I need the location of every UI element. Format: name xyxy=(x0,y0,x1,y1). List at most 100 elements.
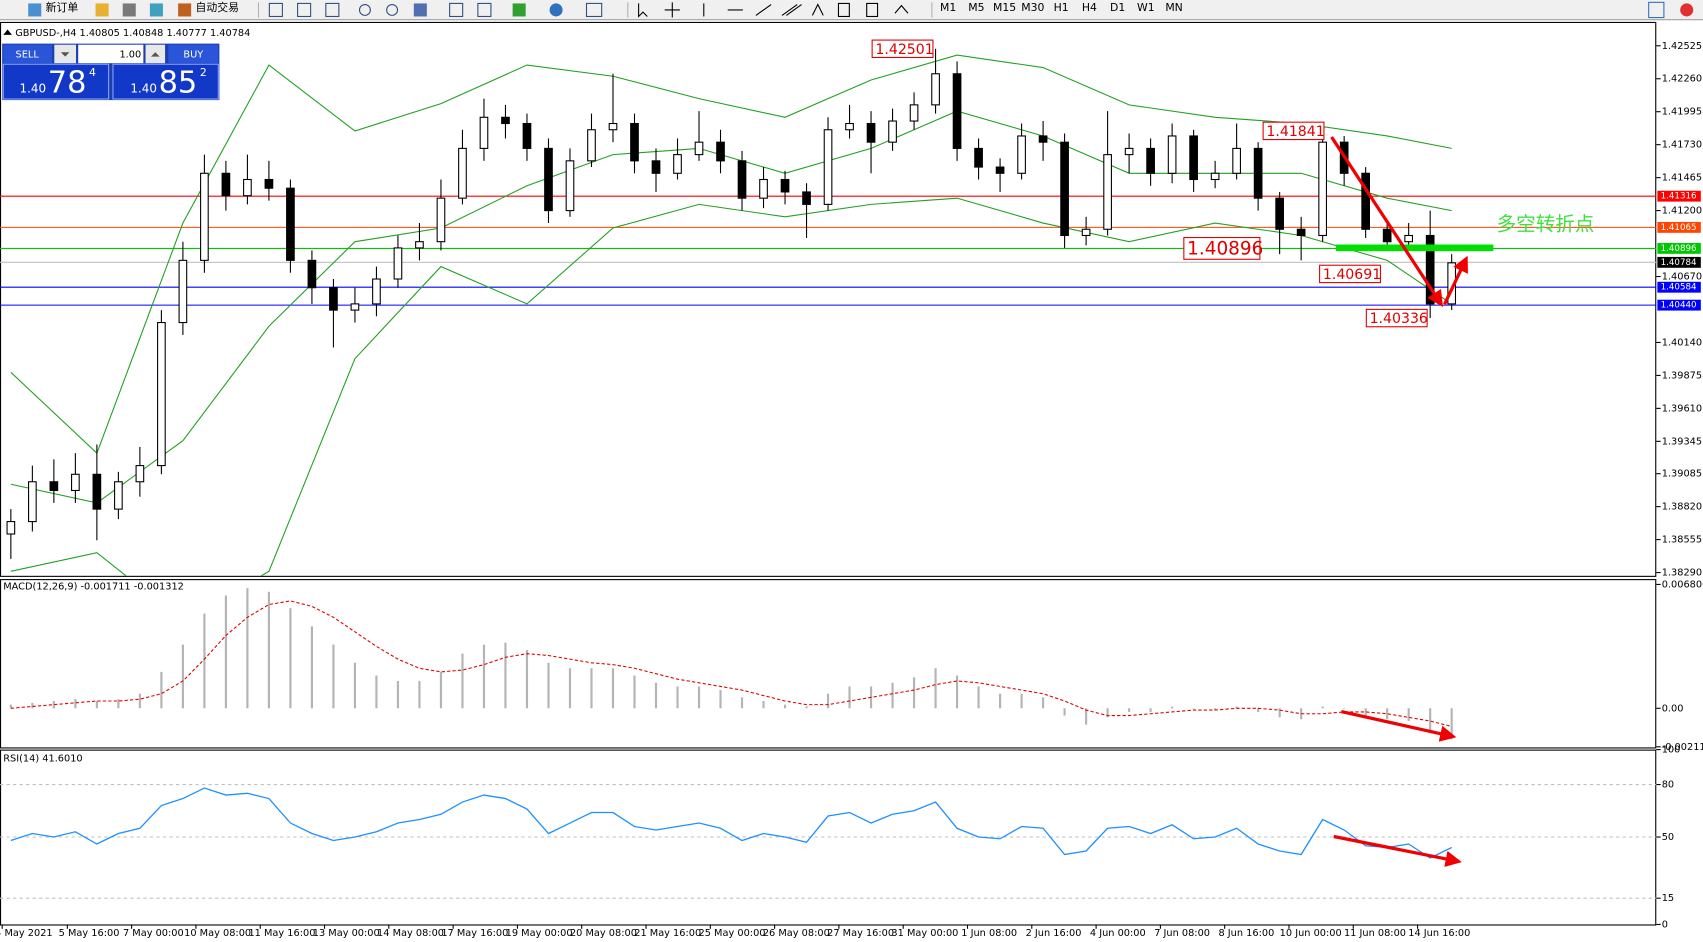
icon[interactable] xyxy=(149,3,163,17)
icon[interactable] xyxy=(449,2,464,18)
search-icon[interactable] xyxy=(1648,1,1665,19)
candle-body xyxy=(565,160,575,212)
text-icon[interactable] xyxy=(837,2,850,18)
macd-bar xyxy=(1042,697,1045,709)
candle-body xyxy=(1210,172,1220,181)
buy-price-box[interactable] xyxy=(112,63,219,100)
auto-trading-button[interactable]: 自动交易 xyxy=(195,0,238,14)
x-tick-label: 8 Jun 16:00 xyxy=(1218,928,1274,939)
macd-bar xyxy=(611,668,615,709)
indicators-icon[interactable] xyxy=(512,3,526,17)
y-tick-label: 1.38290 xyxy=(1662,568,1702,579)
macd-bar xyxy=(203,613,206,709)
y-tick-label: 100 xyxy=(1662,745,1681,756)
timeframe-button[interactable]: D1 xyxy=(1110,1,1125,14)
candle-body xyxy=(1103,154,1112,230)
candle-body xyxy=(1038,135,1048,143)
candle-body xyxy=(436,197,446,243)
y-tick-label: 1.41465 xyxy=(1662,173,1702,184)
channel-icon[interactable] xyxy=(781,4,802,16)
timeframe-button[interactable]: H1 xyxy=(1054,1,1069,14)
icon[interactable] xyxy=(268,2,283,18)
y-tick-label: 1.41200 xyxy=(1662,206,1702,217)
candle-body xyxy=(522,122,532,149)
timeframe-button[interactable]: MN xyxy=(1165,1,1183,14)
candle-body xyxy=(1146,147,1155,174)
arrows-icon[interactable] xyxy=(894,4,909,14)
templates-icon[interactable] xyxy=(585,2,603,18)
candle-body xyxy=(221,172,231,197)
timeframe-button[interactable]: M30 xyxy=(1021,1,1044,14)
macd-bar xyxy=(224,595,227,709)
sell-label[interactable]: SELL xyxy=(16,49,40,60)
buy-button[interactable] xyxy=(168,44,219,64)
lots-field[interactable] xyxy=(78,44,144,64)
level-label: 1.40896 xyxy=(1661,244,1697,254)
zoom-in-icon[interactable] xyxy=(358,3,371,16)
timeframe-button[interactable]: H4 xyxy=(1082,1,1097,14)
candle-body xyxy=(49,481,59,492)
candle-body xyxy=(28,481,37,523)
sell-button[interactable] xyxy=(3,44,53,64)
candle-body xyxy=(178,259,188,324)
macd-bar xyxy=(332,644,335,709)
alerts-icon[interactable] xyxy=(1680,3,1694,17)
candle-body xyxy=(651,160,661,174)
macd-bar xyxy=(848,686,851,709)
level-label: 1.40784 xyxy=(1661,258,1697,268)
trendline-icon[interactable] xyxy=(755,4,772,16)
periods-icon[interactable] xyxy=(549,3,563,17)
plot-area xyxy=(9,588,1453,740)
new-order-icon[interactable] xyxy=(28,3,42,17)
candle-body xyxy=(329,287,338,311)
auto-trading-icon[interactable] xyxy=(178,3,192,17)
level-tag xyxy=(1657,221,1701,233)
plot-area xyxy=(10,787,1452,859)
lots-value[interactable]: 1.00 xyxy=(119,49,141,60)
candle-body xyxy=(6,521,16,535)
macd-bar xyxy=(1020,693,1023,709)
macd-bar xyxy=(461,653,464,709)
icon[interactable] xyxy=(413,3,427,17)
timeframe-button[interactable]: M15 xyxy=(993,1,1016,14)
y-tick-label: 1.40140 xyxy=(1662,337,1702,348)
fibo-icon[interactable] xyxy=(811,3,824,16)
icon[interactable] xyxy=(325,2,340,18)
cursor-icon[interactable] xyxy=(638,3,648,18)
candle-body xyxy=(1253,147,1263,199)
collapse-arrow[interactable] xyxy=(3,29,12,35)
candle-body xyxy=(737,160,747,199)
timeframe-button[interactable]: W1 xyxy=(1137,1,1155,14)
sell-price-big: 78 xyxy=(48,65,87,100)
x-tick-label: 14 May 08:00 xyxy=(377,928,444,939)
x-tick-label: 14 Jun 16:00 xyxy=(1408,928,1470,939)
x-tick-label: 19 May 00:00 xyxy=(506,928,573,939)
icon[interactable] xyxy=(95,3,109,17)
crosshair-icon[interactable] xyxy=(664,2,680,18)
icon[interactable] xyxy=(297,2,312,18)
timeframe-button[interactable]: M5 xyxy=(968,1,984,14)
zoom-out-icon[interactable] xyxy=(386,3,399,16)
macd-bar xyxy=(1278,708,1281,718)
x-tick-label: 21 May 16:00 xyxy=(634,928,701,939)
timeframe-button[interactable]: M1 xyxy=(940,1,956,14)
icon[interactable] xyxy=(477,2,492,18)
level-tag xyxy=(1657,281,1701,293)
turning-point-note: 多空转折点 xyxy=(1497,212,1595,235)
sell-price-box[interactable] xyxy=(2,63,110,100)
candle-body xyxy=(1060,141,1069,237)
macd-bar xyxy=(138,693,141,709)
macd-bar xyxy=(353,662,357,709)
macd-bar xyxy=(160,671,163,709)
macd-bar xyxy=(418,680,421,709)
macd-bar xyxy=(934,668,937,709)
candle-body xyxy=(1167,135,1177,174)
buy-label[interactable]: BUY xyxy=(183,49,203,60)
icon[interactable] xyxy=(122,3,136,17)
new-order-button[interactable]: 新订单 xyxy=(46,0,79,14)
level-label: 1.40584 xyxy=(1661,283,1697,293)
macd-bar xyxy=(1450,708,1453,740)
candle-body xyxy=(931,73,940,106)
label-icon[interactable] xyxy=(866,2,879,18)
candle-body xyxy=(866,122,876,143)
